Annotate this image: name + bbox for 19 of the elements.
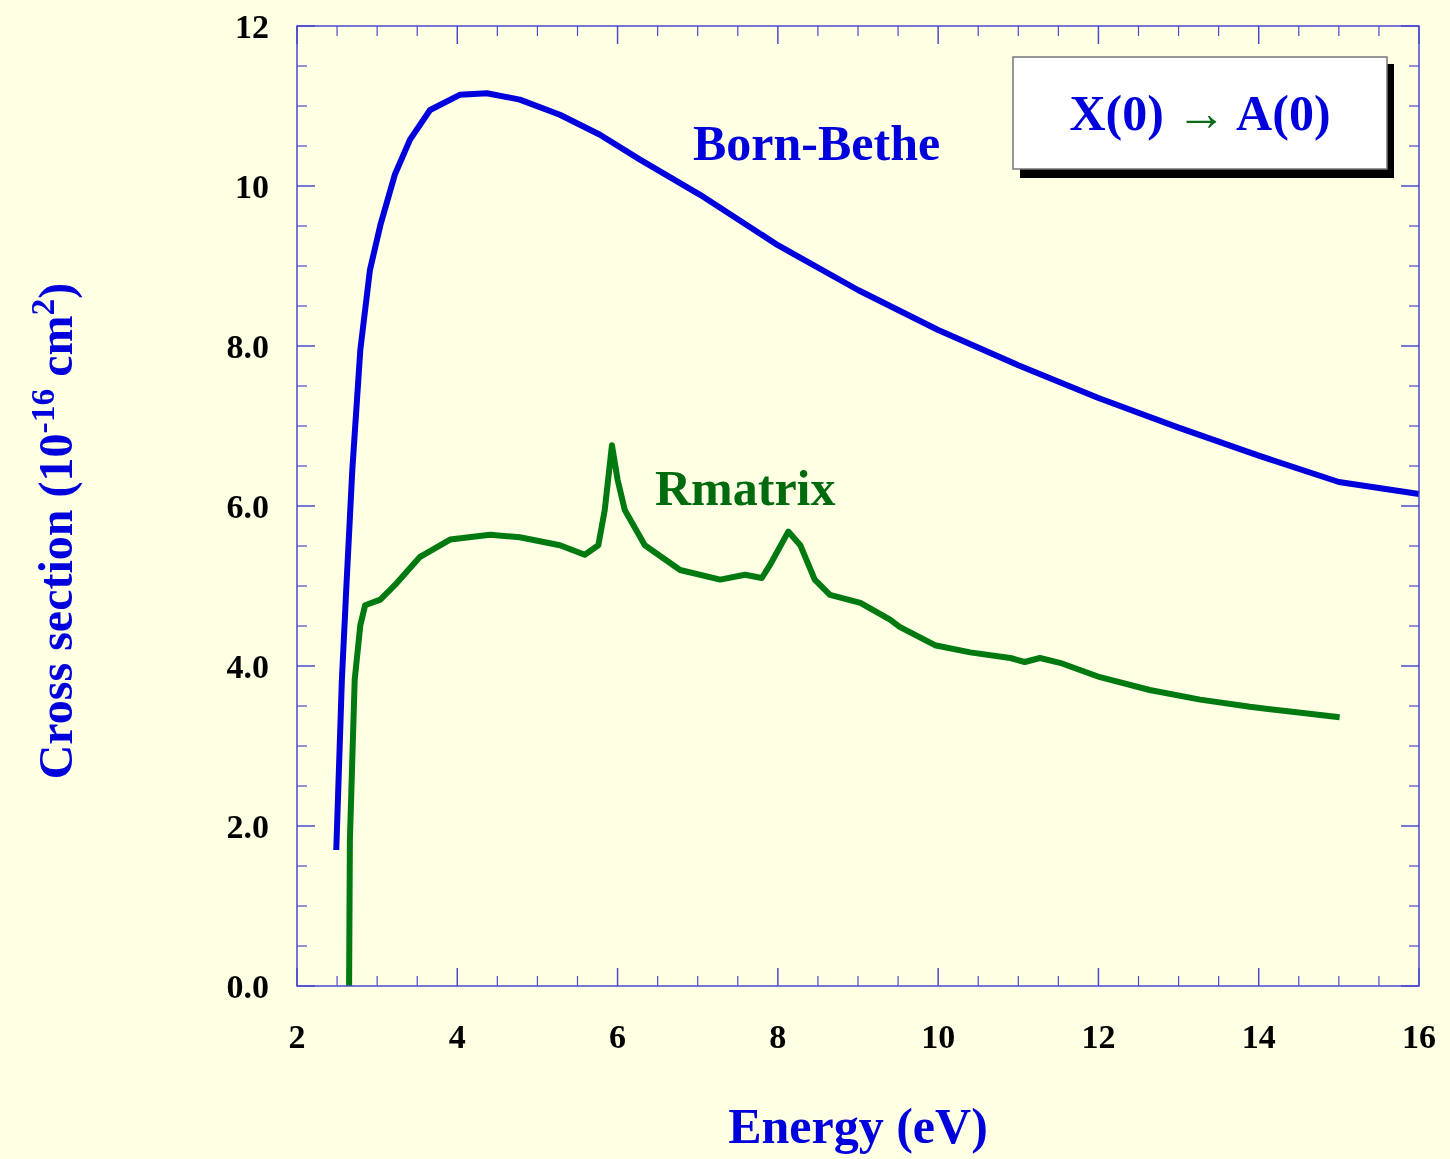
y-tick-label: 12 (235, 7, 269, 45)
series-label: Born-Bethe (693, 115, 941, 171)
y-tick-label: 8.0 (226, 327, 269, 365)
x-tick-label: 6 (609, 1018, 627, 1055)
x-tick-label: 12 (1081, 1018, 1116, 1055)
y-tick-label: 6.0 (226, 487, 269, 525)
y-tick-label: 0.0 (226, 967, 269, 1005)
x-tick-label: 14 (1241, 1018, 1276, 1055)
series-label: Rmatrix (655, 460, 836, 516)
x-tick-label: 10 (921, 1018, 956, 1055)
y-tick-label: 10 (235, 167, 269, 205)
y-tick-label: 2.0 (226, 807, 269, 845)
x-tick-label: 2 (288, 1018, 306, 1055)
x-tick-label: 8 (769, 1018, 787, 1055)
x-tick-label: 16 (1402, 1018, 1436, 1055)
x-axis-title: Energy (eV) (728, 1098, 988, 1154)
x-tick-label: 4 (448, 1018, 466, 1055)
annotation: X(0) → A(0) (1069, 85, 1331, 141)
y-tick-label: 4.0 (226, 647, 269, 685)
